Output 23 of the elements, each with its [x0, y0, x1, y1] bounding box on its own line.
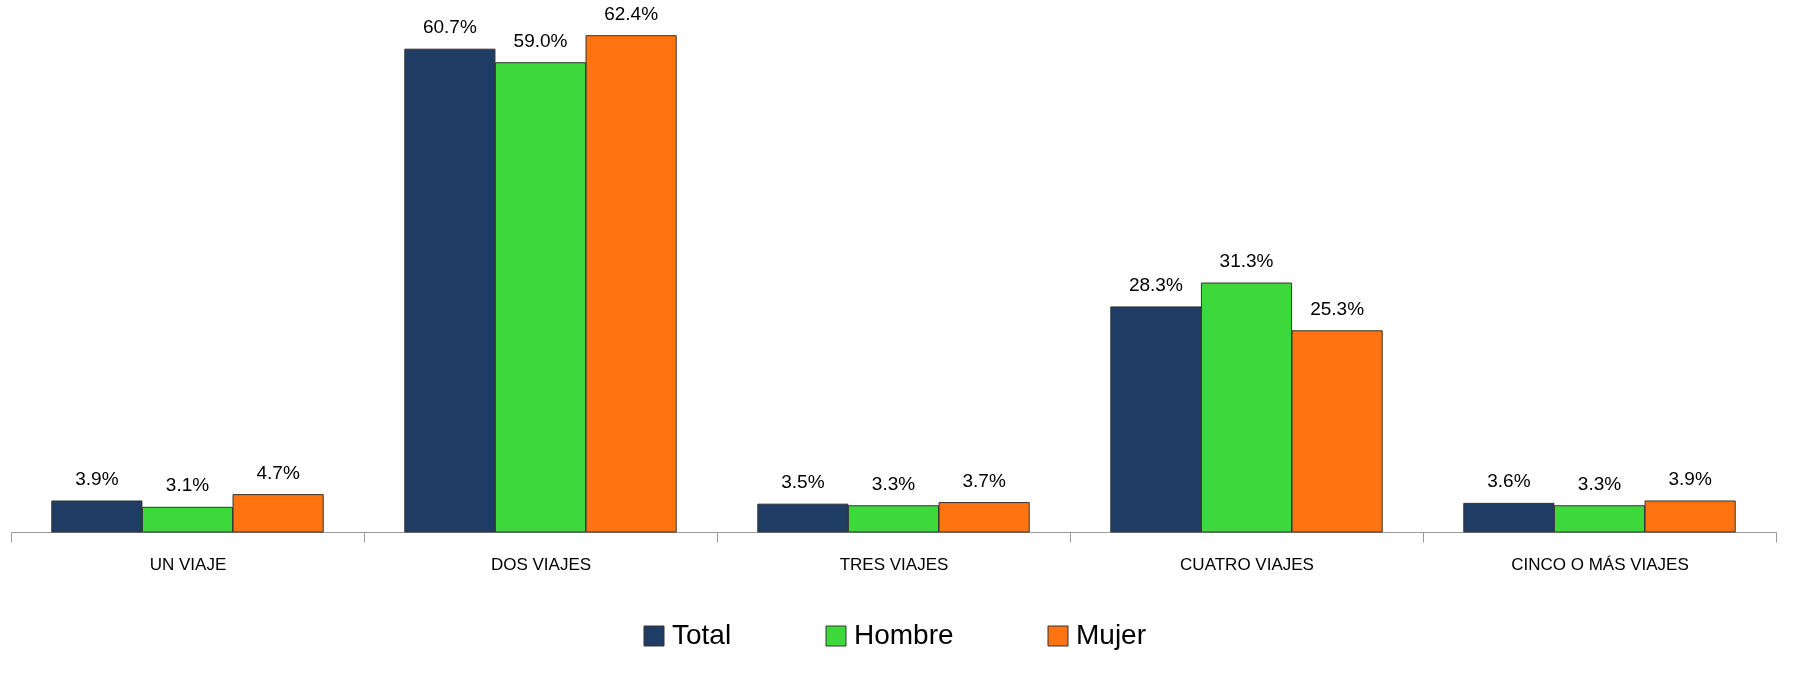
data-label: 25.3% [1310, 297, 1365, 319]
x-tick-label: CINCO O MÁS VIAJES [1511, 554, 1689, 574]
data-label: 3.7% [962, 469, 1006, 491]
data-label: 62.4% [604, 2, 659, 24]
data-label: 4.7% [256, 461, 300, 483]
data-label: 3.5% [781, 471, 825, 493]
data-label: 3.3% [871, 472, 916, 494]
legend-label: Total [672, 619, 732, 650]
data-label: 3.1% [165, 474, 210, 496]
x-tick-label: DOS VIAJES [490, 554, 592, 574]
data-label: 31.3% [1219, 250, 1274, 272]
data-label: 3.3% [1577, 472, 1622, 494]
legend-label: Mujer [1076, 619, 1147, 650]
x-tick-label: CUATRO VIAJES [1180, 554, 1314, 574]
legend-label: Hombre [854, 619, 954, 650]
data-label: 3.9% [1668, 467, 1712, 489]
x-tick-label: TRES VIAJES [839, 554, 949, 574]
data-label: 60.7% [422, 16, 477, 38]
x-tick-label: UN VIAJE [149, 554, 227, 574]
data-label: 28.3% [1128, 273, 1183, 295]
data-label: 3.9% [75, 467, 119, 489]
data-label: 59.0% [513, 29, 568, 51]
data-label: 3.6% [1487, 470, 1531, 492]
